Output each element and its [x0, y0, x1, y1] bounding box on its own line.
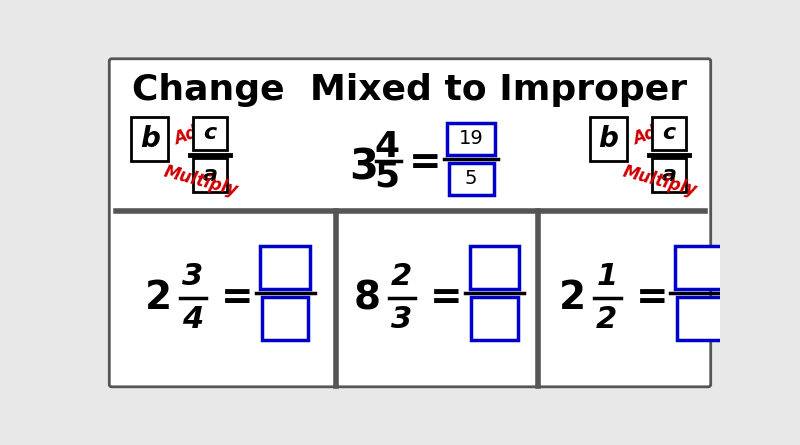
Bar: [449, 163, 494, 195]
Text: Add: Add: [171, 120, 211, 149]
Bar: [652, 158, 686, 192]
Text: 3: 3: [349, 146, 378, 188]
Bar: [652, 117, 686, 150]
Text: 4: 4: [182, 305, 203, 334]
FancyBboxPatch shape: [110, 59, 710, 387]
Text: 2: 2: [559, 279, 586, 317]
Text: 19: 19: [459, 129, 483, 148]
Text: a: a: [202, 165, 218, 185]
Bar: [193, 117, 227, 150]
Text: a: a: [662, 165, 676, 185]
Text: 2: 2: [145, 279, 172, 317]
Bar: [675, 246, 725, 289]
Text: b: b: [598, 125, 618, 153]
Text: =: =: [430, 279, 462, 317]
Bar: [677, 297, 723, 340]
Bar: [471, 297, 518, 340]
Text: 8: 8: [354, 279, 381, 317]
Text: =: =: [409, 144, 442, 182]
Bar: [590, 117, 627, 161]
Text: b: b: [140, 125, 159, 153]
Text: 1: 1: [596, 262, 618, 291]
Text: 2: 2: [596, 305, 618, 334]
Text: Multiply: Multiply: [162, 163, 241, 200]
Bar: [447, 123, 495, 155]
Text: c: c: [203, 123, 217, 143]
Text: c: c: [662, 123, 675, 143]
Text: =: =: [221, 279, 254, 317]
Bar: [131, 117, 168, 161]
Text: 3: 3: [391, 305, 412, 334]
Text: 5: 5: [374, 160, 399, 194]
Bar: [261, 246, 310, 289]
Bar: [193, 158, 227, 192]
Text: Multiply: Multiply: [621, 163, 699, 200]
Bar: [262, 297, 309, 340]
Bar: [470, 246, 519, 289]
Text: =: =: [635, 279, 668, 317]
Text: 4: 4: [374, 130, 399, 164]
Text: 3: 3: [182, 262, 203, 291]
Text: Change  Mixed to Improper: Change Mixed to Improper: [133, 73, 687, 107]
Text: Add: Add: [630, 120, 670, 149]
Text: 2: 2: [391, 262, 412, 291]
Text: 5: 5: [465, 170, 478, 188]
